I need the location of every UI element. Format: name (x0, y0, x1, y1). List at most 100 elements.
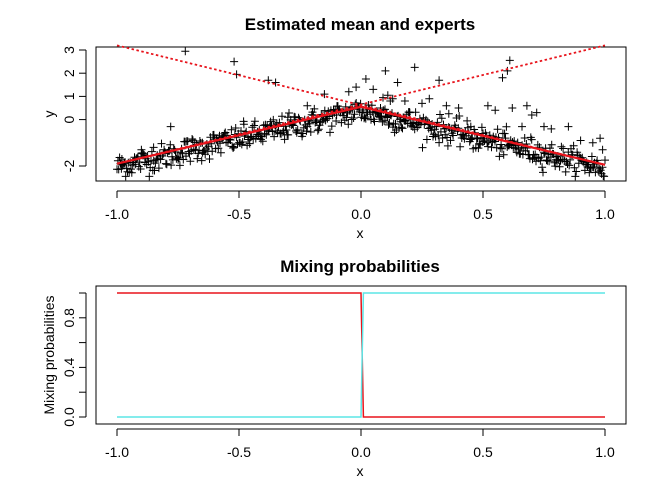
data-point (564, 122, 573, 131)
x-tick-label-1: 0.0 (351, 206, 371, 222)
x-tick-label-2: 0.5 (473, 444, 493, 460)
data-point (436, 110, 444, 119)
data-point (151, 159, 160, 168)
data-point (327, 122, 336, 131)
data-point (527, 111, 536, 119)
data-point (239, 120, 248, 129)
x-tick-label-1: 0.5 (473, 206, 493, 222)
data-point (545, 157, 554, 166)
y-tick-label-2: 0.0 (61, 407, 77, 427)
data-point (149, 143, 158, 152)
data-point (283, 113, 292, 122)
data-point (495, 152, 504, 161)
data-point (442, 101, 451, 110)
data-point (477, 123, 486, 132)
data-point (528, 155, 537, 164)
data-point (522, 101, 531, 110)
axes-2: -1.0 -0.5 0.0 0.5 1.0 0.0 0.4 0.8 (61, 292, 615, 460)
data-point (422, 135, 431, 144)
y-tick-label-1: 2 (61, 69, 77, 77)
data-point (245, 139, 254, 148)
data-point (127, 168, 136, 177)
data-point (571, 172, 580, 181)
data-point (238, 138, 247, 146)
mixing-line-2 (117, 292, 605, 418)
data-point (497, 140, 506, 149)
data-point (136, 165, 145, 173)
x-axis-label-2: x (357, 463, 364, 479)
data-point (518, 122, 526, 131)
data-point (474, 144, 483, 153)
data-point (193, 154, 202, 163)
data-point (310, 104, 319, 113)
data-point (388, 94, 397, 103)
data-point (559, 144, 568, 153)
data-point (156, 155, 165, 164)
data-point (475, 139, 484, 148)
data-point (269, 115, 278, 124)
data-point (216, 148, 225, 157)
data-point (391, 120, 400, 128)
axes-1: -1.0 -0.5 0.0 0.5 1.0 -2 0 1 2 3 (61, 46, 615, 222)
data-point (572, 167, 581, 176)
data-point (493, 125, 502, 134)
data-point (292, 127, 300, 135)
data-point (254, 130, 263, 139)
data-point (166, 140, 175, 149)
data-point (127, 165, 135, 174)
y-tick-label-1: 1 (61, 92, 77, 100)
data-point (188, 136, 197, 145)
data-point (539, 168, 547, 177)
data-point (350, 110, 359, 119)
data-point (318, 117, 327, 126)
data-point (262, 130, 271, 139)
data-point (280, 135, 289, 144)
data-point (466, 122, 475, 131)
data-point (472, 134, 481, 143)
data-point (186, 157, 195, 166)
data-point (446, 136, 455, 145)
data-point (250, 117, 259, 126)
data-point (393, 78, 402, 87)
panel-estimated-mean: Estimated mean and experts -1.0 -0.5 0.0 0.… (41, 15, 627, 241)
y-axis-label-1: y (41, 111, 57, 118)
data-point (555, 162, 564, 171)
y-tick-label-2: 0.8 (61, 308, 77, 328)
data-point (570, 163, 579, 172)
data-point (532, 108, 541, 117)
data-point (369, 85, 378, 94)
data-point (197, 156, 206, 165)
data-point (596, 134, 605, 143)
data-point (484, 142, 492, 151)
data-point (161, 159, 170, 168)
expert-line-2 (116, 44, 606, 165)
data-point (347, 115, 356, 124)
data-point (561, 167, 570, 176)
data-point (268, 127, 277, 136)
data-point (483, 101, 492, 110)
data-point (147, 147, 156, 156)
data-point (536, 156, 545, 165)
data-point (157, 139, 166, 148)
plot-frame-1 (95, 46, 627, 182)
data-point (557, 142, 566, 151)
data-point (380, 116, 389, 125)
data-point (370, 117, 379, 126)
data-point (313, 126, 322, 135)
probability-lines (117, 292, 605, 418)
data-point (314, 125, 323, 134)
data-point (381, 66, 390, 75)
data-point (349, 114, 358, 122)
data-point (466, 135, 475, 144)
y-tick-label-1: 3 (61, 46, 77, 54)
data-point (181, 47, 190, 56)
data-point (339, 111, 348, 120)
data-point (397, 123, 406, 132)
data-point (344, 87, 353, 96)
chart-title-1: Estimated mean and experts (245, 15, 476, 34)
data-point (499, 150, 508, 159)
data-point (435, 76, 444, 85)
expert-lines (116, 44, 606, 166)
data-point (556, 156, 565, 165)
